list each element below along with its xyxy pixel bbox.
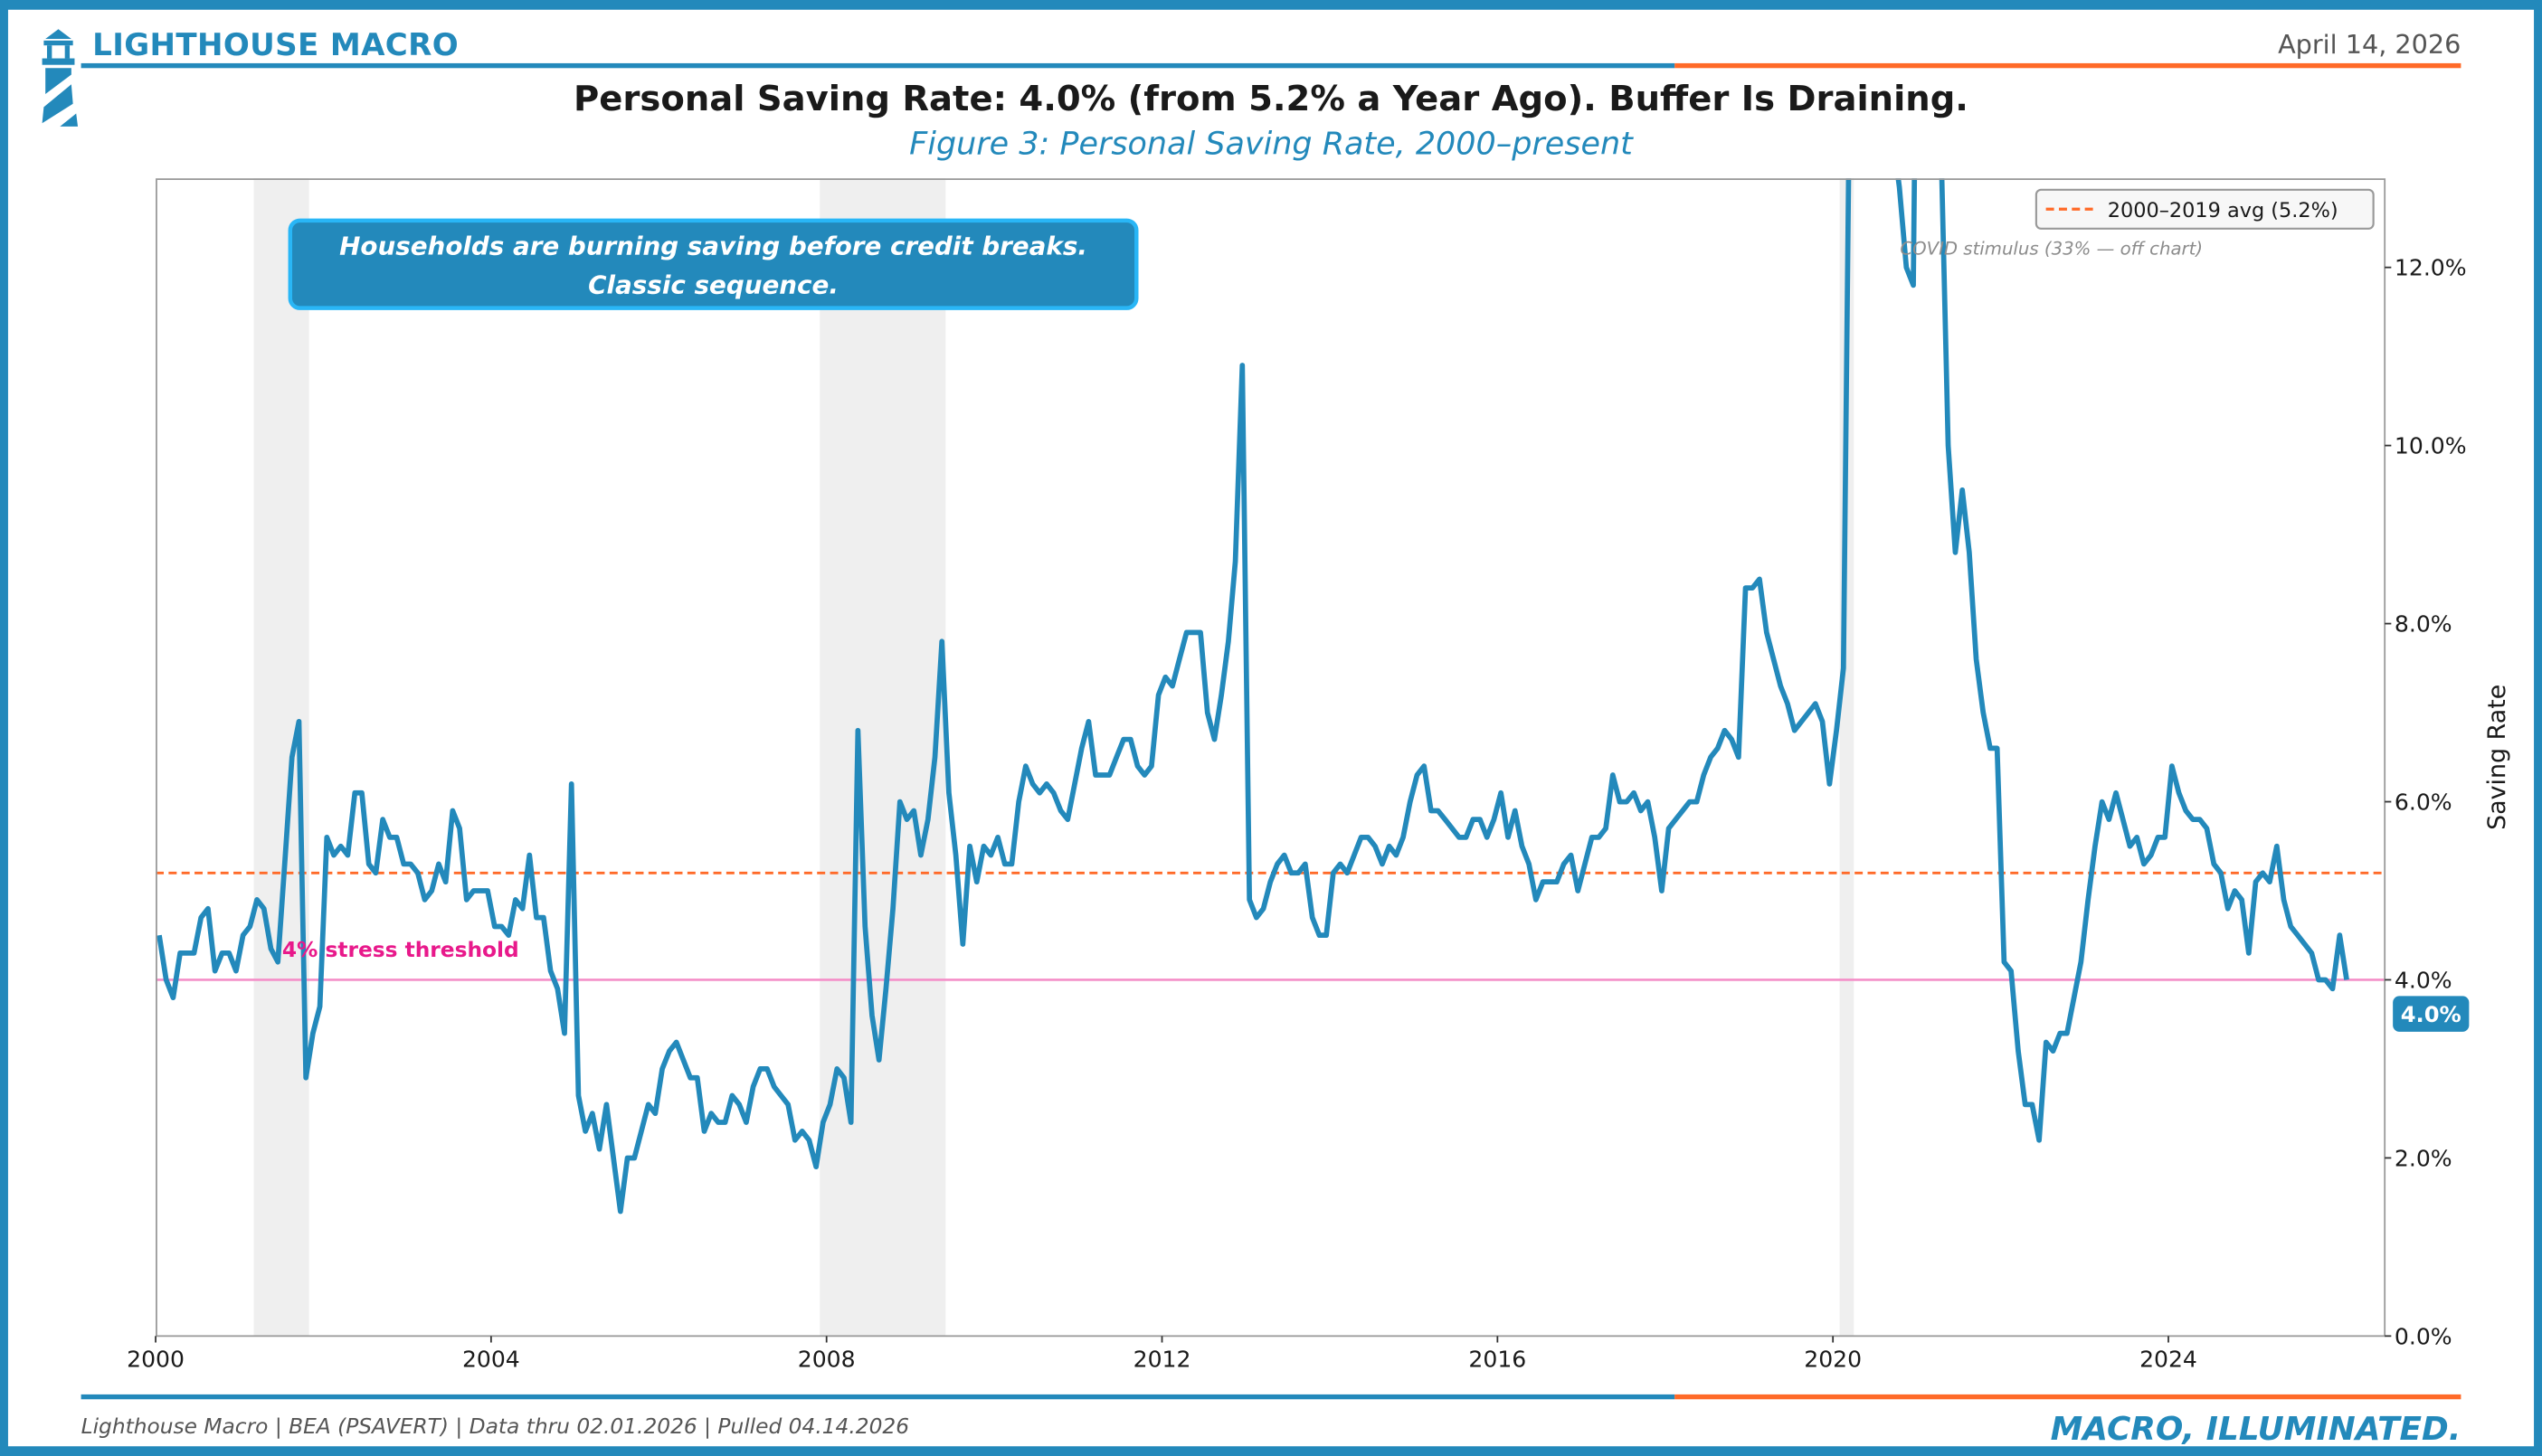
x-tick-label: 2012: [1133, 1346, 1191, 1372]
saving-rate-line: [157, 178, 2349, 1215]
brand-name: LIGHTHOUSE MACRO: [92, 27, 460, 63]
y-tick-label: 2.0%: [2395, 1145, 2452, 1171]
x-tick-label: 2020: [1804, 1346, 1862, 1372]
header-rule-blue: [81, 62, 1675, 69]
source-note: Lighthouse Macro | BEA (PSAVERT) | Data …: [81, 1415, 910, 1441]
last-value-badge-text: 4.0%: [2401, 1002, 2461, 1027]
chart-title: Personal Saving Rate: 4.0% (from 5.2% a …: [574, 79, 1968, 120]
callout-line-2: Classic sequence.: [588, 270, 839, 300]
last-value-badge: 4.0%: [2393, 996, 2470, 1032]
y-tick-label: 6.0%: [2395, 789, 2452, 815]
plot-frame: [156, 178, 2386, 1338]
tagline: MACRO, ILLUMINATED.: [2050, 1409, 2461, 1449]
y-tick-label: 4.0%: [2395, 967, 2452, 993]
annotation-callout: Households are burning saving before cre…: [288, 218, 1139, 310]
legend-box: [2035, 188, 2375, 230]
y-tick-label: 8.0%: [2395, 611, 2452, 638]
legend-label-avg: 2000–2019 avg (5.2%): [2108, 199, 2338, 222]
y-tick-label: 10.0%: [2395, 433, 2467, 459]
footer-rule-orange: [1674, 1394, 2461, 1400]
chart-subtitle: Figure 3: Personal Saving Rate, 2000–pre…: [909, 125, 1633, 163]
header-rule-orange: [1674, 62, 2461, 69]
callout-line-1: Households are burning saving before cre…: [339, 231, 1087, 260]
x-tick-label: 2004: [462, 1346, 520, 1372]
last-value-badge-box: [2393, 996, 2470, 1032]
lighthouse-logo-icon: [42, 29, 79, 127]
y-tick-label: 0.0%: [2395, 1323, 2452, 1349]
legend: 2000–2019 avg (5.2%): [2035, 188, 2375, 230]
y-axis-label: Saving Rate: [2483, 685, 2511, 830]
callout-box: [288, 218, 1139, 310]
recession-shade: [820, 178, 946, 1337]
x-tick-label: 2000: [127, 1346, 185, 1372]
covid-note: COVID stimulus (33% — off chart): [1900, 238, 2203, 259]
x-tick-label: 2008: [798, 1346, 856, 1372]
x-tick-label: 2016: [1468, 1346, 1526, 1372]
threshold-label: 4% stress threshold: [282, 938, 519, 962]
x-tick-label: 2024: [2139, 1346, 2197, 1372]
y-tick-label: 12.0%: [2395, 255, 2467, 281]
report-date: April 14, 2026: [2278, 29, 2461, 61]
footer-rule-blue: [81, 1394, 1675, 1400]
